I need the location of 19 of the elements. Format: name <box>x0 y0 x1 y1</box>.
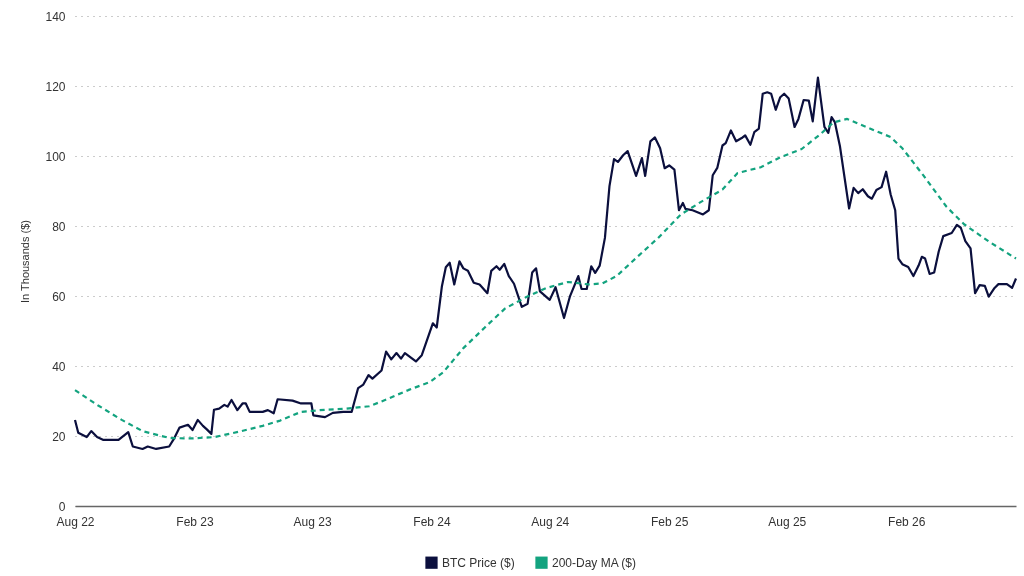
y-tick-label: 40 <box>52 359 66 374</box>
legend-label: BTC Price ($) <box>442 555 515 570</box>
legend-label: 200-Day MA ($) <box>552 555 637 570</box>
y-tick-label: 0 <box>58 499 66 514</box>
x-tick-label: Feb 26 <box>888 514 926 529</box>
y-tick-label: 80 <box>52 219 66 234</box>
y-tick-label: 120 <box>45 79 66 94</box>
x-tick-label: Feb 23 <box>176 514 214 529</box>
x-tick-label: Feb 25 <box>651 514 689 529</box>
y-tick-label: 20 <box>52 429 66 444</box>
x-tick-label: Aug 23 <box>293 514 332 529</box>
y-axis-title: In Thousands ($) <box>19 220 32 303</box>
y-tick-label: 100 <box>45 149 66 164</box>
x-tick-label: Feb 24 <box>413 514 452 529</box>
x-tick-label: Aug 25 <box>768 514 807 529</box>
y-tick-label: 140 <box>45 9 66 24</box>
y-tick-label: 60 <box>52 289 66 304</box>
x-tick-label: Aug 22 <box>56 514 95 529</box>
x-tick-label: Aug 24 <box>531 514 570 529</box>
